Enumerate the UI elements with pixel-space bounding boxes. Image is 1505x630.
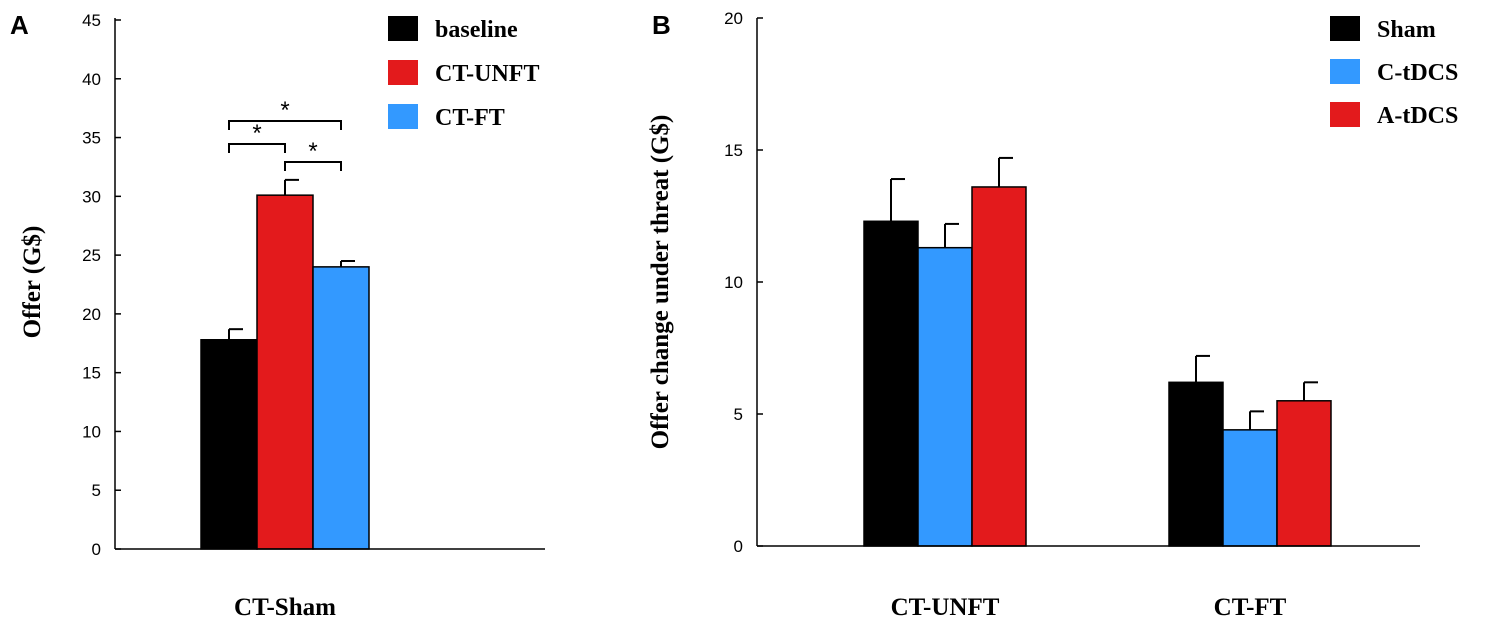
panel-label-a: A [10, 10, 29, 40]
y-tick-label-a-6: 30 [82, 187, 101, 206]
legend-label-a-0: baseline [435, 17, 518, 43]
y-tick-label-b-4: 20 [724, 9, 743, 28]
bar-b-0-2 [971, 186, 1027, 547]
y-tick-label-a-3: 15 [82, 364, 101, 383]
legend-label-b-2: A-tDCS [1377, 103, 1458, 129]
bar-b-1-0 [1168, 381, 1224, 547]
bar-b-1-2 [1276, 400, 1332, 547]
y-ticks-b: 0 5 10 15 20 [724, 9, 763, 556]
y-tick-label-a-4: 20 [82, 305, 101, 324]
legend-b: Sham C-tDCS A-tDCS [1330, 16, 1458, 129]
legend-label-b-1: C-tDCS [1377, 60, 1458, 86]
bars-a [200, 194, 370, 550]
legend-label-a-2: CT-FT [435, 105, 505, 131]
y-tick-label-b-3: 15 [724, 141, 743, 160]
legend-label-a-1: CT-UNFT [435, 61, 539, 87]
legend-swatch-a-2 [388, 104, 418, 129]
y-tick-label-b-0: 0 [734, 537, 743, 556]
panel-a: A Offer (G$) 0 5 10 15 20 25 30 35 40 45 * * * CT-S… [10, 10, 545, 621]
significance-star-a-2: * [280, 97, 289, 124]
y-tick-label-a-7: 35 [82, 129, 101, 148]
y-tick-label-a-2: 10 [82, 422, 101, 441]
y-tick-label-a-0: 0 [92, 540, 101, 559]
panel-b: B Offer change under threat (G$) 0 5 10 15 2… [647, 9, 1458, 621]
legend-swatch-b-2 [1330, 102, 1360, 127]
legend-swatch-a-0 [388, 16, 418, 41]
y-tick-label-a-8: 40 [82, 70, 101, 89]
y-tick-label-a-5: 25 [82, 246, 101, 265]
y-tick-label-b-2: 10 [724, 273, 743, 292]
legend-a: baseline CT-UNFT CT-FT [388, 16, 539, 131]
bar-b-0-0 [863, 220, 919, 547]
category-labels-a: CT-Sham [234, 594, 336, 621]
bar-a-0-0 [200, 339, 258, 550]
significance-star-a-0: * [252, 120, 261, 147]
y-ticks-a: 0 5 10 15 20 25 30 35 40 45 [82, 11, 121, 559]
legend-swatch-a-1 [388, 60, 418, 85]
bar-a-0-1 [256, 194, 314, 550]
bar-a-0-2 [312, 266, 370, 550]
panel-label-b: B [652, 10, 671, 40]
bar-b-1-1 [1222, 429, 1278, 547]
y-tick-label-b-1: 5 [734, 405, 743, 424]
category-labels-b: CT-UNFT CT-FT [891, 594, 1287, 621]
category-label-b-0: CT-UNFT [891, 594, 1000, 621]
significance-bracket-a-1 [284, 161, 342, 171]
significance-star-a-1: * [308, 138, 317, 165]
y-axis-label-b: Offer change under threat (G$) [647, 115, 674, 450]
legend-label-b-0: Sham [1377, 17, 1436, 43]
y-tick-label-a-9: 45 [82, 11, 101, 30]
y-axis-label-a: Offer (G$) [19, 226, 46, 339]
legend-swatch-b-0 [1330, 16, 1360, 41]
legend-swatch-b-1 [1330, 59, 1360, 84]
significance-bracket-a-2 [228, 120, 342, 130]
error-bars-a [228, 178, 355, 340]
significance-bracket-a-0 [228, 143, 286, 153]
error-bars-b [890, 156, 1318, 430]
bar-b-0-1 [917, 246, 973, 547]
y-tick-label-a-1: 5 [92, 481, 101, 500]
category-label-b-1: CT-FT [1214, 594, 1287, 621]
bars-b [863, 186, 1332, 547]
category-label-a-0: CT-Sham [234, 594, 336, 621]
significance-brackets-a: * * * [228, 97, 342, 171]
